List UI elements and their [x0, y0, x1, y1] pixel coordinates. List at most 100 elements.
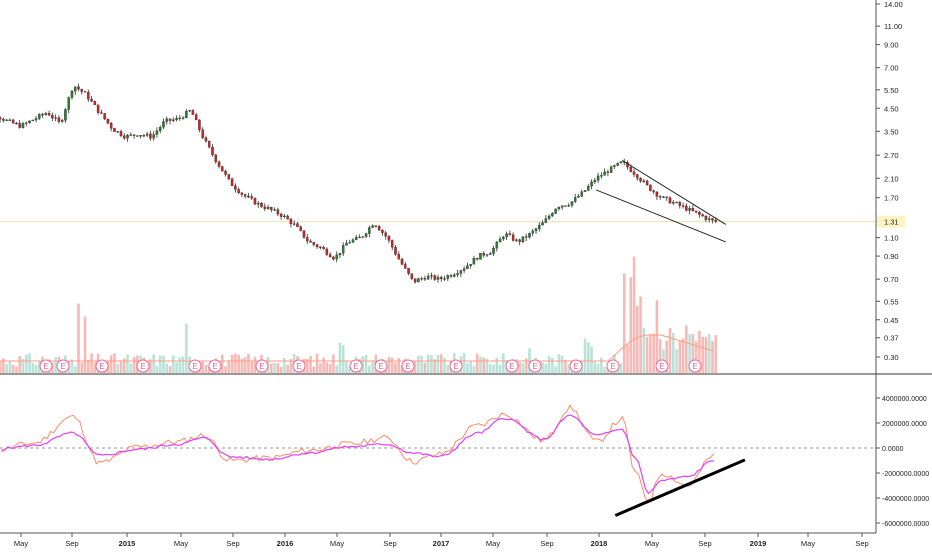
- candle-body: [191, 110, 195, 115]
- volume-bar: [289, 358, 293, 373]
- volume-bar: [439, 354, 443, 373]
- osc-tick-label: 0.0000: [882, 446, 904, 453]
- candle-body: [250, 196, 253, 199]
- volume-bar: [387, 357, 391, 373]
- osc-series-pink: [1, 414, 714, 495]
- candle-body: [188, 110, 191, 112]
- candle-body: [443, 278, 446, 280]
- price-pane: 14.00 11.00 9.00 7.00 5.50 4.50 3.50 2.70 2.10 1.…: [0, 0, 932, 533]
- volume-bar: [681, 338, 685, 373]
- candle-body: [560, 205, 564, 208]
- volume-bar: [221, 354, 224, 373]
- candle-body: [672, 202, 675, 204]
- candle-body: [619, 161, 623, 164]
- volume-bar: [253, 356, 257, 373]
- candle-body: [289, 219, 293, 225]
- earnings-marker: [655, 359, 669, 373]
- volume-bar: [361, 356, 365, 373]
- earnings-marker-label: E: [140, 362, 145, 371]
- volume-bar: [619, 363, 623, 373]
- candle-body: [204, 137, 208, 142]
- candle-body: [132, 134, 136, 136]
- candle-body: [345, 243, 348, 246]
- candle-body: [332, 256, 335, 260]
- earnings-marker-label: E: [296, 362, 301, 371]
- volume-bar: [502, 353, 505, 373]
- candle-body: [116, 131, 119, 133]
- earnings-marker: [208, 359, 222, 373]
- candle-body: [489, 253, 492, 255]
- earnings-marker-label: E: [610, 362, 615, 371]
- candle-body: [2, 118, 5, 121]
- earnings-marker-label: E: [212, 362, 217, 371]
- candle-body: [417, 278, 420, 283]
- candle-body: [54, 117, 57, 119]
- volume-bar: [93, 362, 97, 373]
- wedge-trendline: [622, 159, 727, 225]
- osc-divergence-trendline: [614, 458, 746, 517]
- candle-body: [698, 211, 701, 215]
- candle-body: [83, 91, 87, 93]
- earnings-marker: [95, 359, 109, 373]
- candle-body: [270, 207, 273, 210]
- volume-bar: [443, 357, 446, 373]
- candle-body: [15, 122, 18, 125]
- candle-body: [587, 185, 590, 191]
- candle-body: [67, 97, 70, 110]
- volume-bar: [178, 357, 182, 373]
- candle-body: [243, 194, 247, 197]
- candle-body: [136, 135, 139, 137]
- earnings-marker-label: E: [60, 362, 65, 371]
- volume-bar: [488, 364, 492, 373]
- volume-average-line: [0, 334, 713, 362]
- candle-body: [466, 265, 469, 269]
- earnings-marker: [374, 359, 388, 373]
- candle-body: [377, 226, 381, 231]
- candle-body: [237, 189, 240, 194]
- x-tick-label: 2019: [750, 539, 767, 548]
- candle-body: [309, 240, 312, 243]
- candle-body: [564, 205, 567, 207]
- candle-body: [100, 112, 103, 114]
- volume-bar: [152, 354, 155, 373]
- volume-bar: [707, 333, 711, 373]
- candles: [0, 83, 717, 284]
- volume-bar: [243, 357, 247, 373]
- volume-bar: [564, 359, 567, 373]
- volume-bar: [711, 341, 714, 373]
- volume-bar: [433, 359, 437, 373]
- volume-bar: [417, 355, 420, 373]
- earnings-marker-label: E: [692, 362, 697, 371]
- price-tick-label: 14.00: [884, 0, 903, 9]
- volume-bar: [639, 296, 642, 373]
- x-tick-label: 2018: [591, 539, 608, 548]
- candle-body: [168, 118, 172, 121]
- price-tick-label: 9.00: [884, 41, 899, 50]
- candle-body: [688, 208, 691, 211]
- earnings-marker-label: E: [378, 362, 383, 371]
- osc-tick-label: -2000000.0000: [882, 471, 929, 478]
- candle-body: [266, 207, 270, 209]
- volume-bar: [155, 365, 159, 373]
- candle-body: [34, 118, 38, 121]
- candle-body: [361, 236, 365, 238]
- volume-bar: [364, 355, 368, 373]
- volume-bar: [567, 364, 570, 373]
- price-tick-label: 1.70: [884, 194, 899, 203]
- candle-body: [165, 118, 168, 122]
- candle-body: [139, 135, 142, 137]
- candle-body: [87, 92, 90, 100]
- x-tick-label: Sep: [540, 539, 553, 548]
- price-tick-label: 2.10: [884, 174, 899, 183]
- candle-body: [28, 120, 31, 124]
- volume-bar: [524, 358, 528, 373]
- volume-bar: [83, 316, 87, 373]
- candle-body: [253, 198, 257, 205]
- volume-bar: [126, 354, 129, 373]
- volume-bar: [475, 353, 479, 373]
- volume-bar: [77, 303, 80, 373]
- candle-body: [214, 154, 218, 163]
- volume-bar: [122, 358, 126, 373]
